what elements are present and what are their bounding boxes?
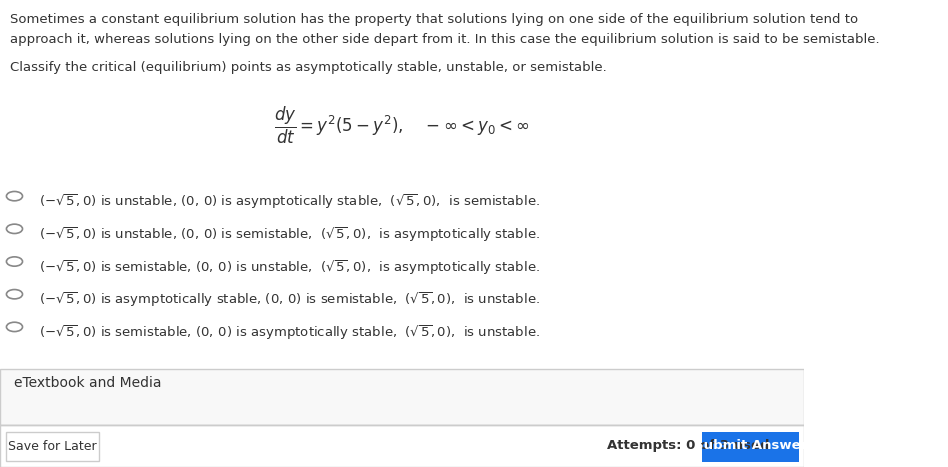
FancyBboxPatch shape — [7, 432, 99, 461]
Text: $(-\sqrt{5},0)$ is unstable, $(0,\,0)$ is semistable,  $(\sqrt{5},0)$,  is asymp: $(-\sqrt{5},0)$ is unstable, $(0,\,0)$ i… — [39, 225, 539, 244]
Text: $(-\sqrt{5},0)$ is asymptotically stable, $(0,\,0)$ is semistable,  $(\sqrt{5},0: $(-\sqrt{5},0)$ is asymptotically stable… — [39, 290, 539, 309]
FancyBboxPatch shape — [0, 369, 804, 425]
Text: approach it, whereas solutions lying on the other side depart from it. In this c: approach it, whereas solutions lying on … — [9, 33, 880, 46]
Text: $\dfrac{dy}{dt} = y^2(5 - y^2), \quad -\infty < y_0 < \infty$: $\dfrac{dy}{dt} = y^2(5 - y^2), \quad -\… — [274, 105, 530, 146]
Text: Classify the critical (equilibrium) points as asymptotically stable, unstable, o: Classify the critical (equilibrium) poin… — [9, 61, 607, 74]
Text: $(-\sqrt{5},0)$ is unstable, $(0,\,0)$ is asymptotically stable,  $(\sqrt{5},0)$: $(-\sqrt{5},0)$ is unstable, $(0,\,0)$ i… — [39, 192, 539, 211]
FancyBboxPatch shape — [0, 425, 804, 467]
Text: Save for Later: Save for Later — [8, 440, 97, 453]
Text: eTextbook and Media: eTextbook and Media — [14, 376, 162, 390]
Text: $(-\sqrt{5},0)$ is semistable, $(0,\,0)$ is asymptotically stable,  $(\sqrt{5},0: $(-\sqrt{5},0)$ is semistable, $(0,\,0)$… — [39, 323, 539, 342]
Text: Submit Answer: Submit Answer — [694, 439, 807, 453]
Text: $(-\sqrt{5},0)$ is semistable, $(0,\,0)$ is unstable,  $(\sqrt{5},0)$,  is asymp: $(-\sqrt{5},0)$ is semistable, $(0,\,0)$… — [39, 258, 539, 276]
FancyBboxPatch shape — [702, 432, 798, 462]
Text: Attempts: 0 of 3 used: Attempts: 0 of 3 used — [608, 439, 770, 453]
Text: Sometimes a constant equilibrium solution has the property that solutions lying : Sometimes a constant equilibrium solutio… — [9, 13, 858, 26]
